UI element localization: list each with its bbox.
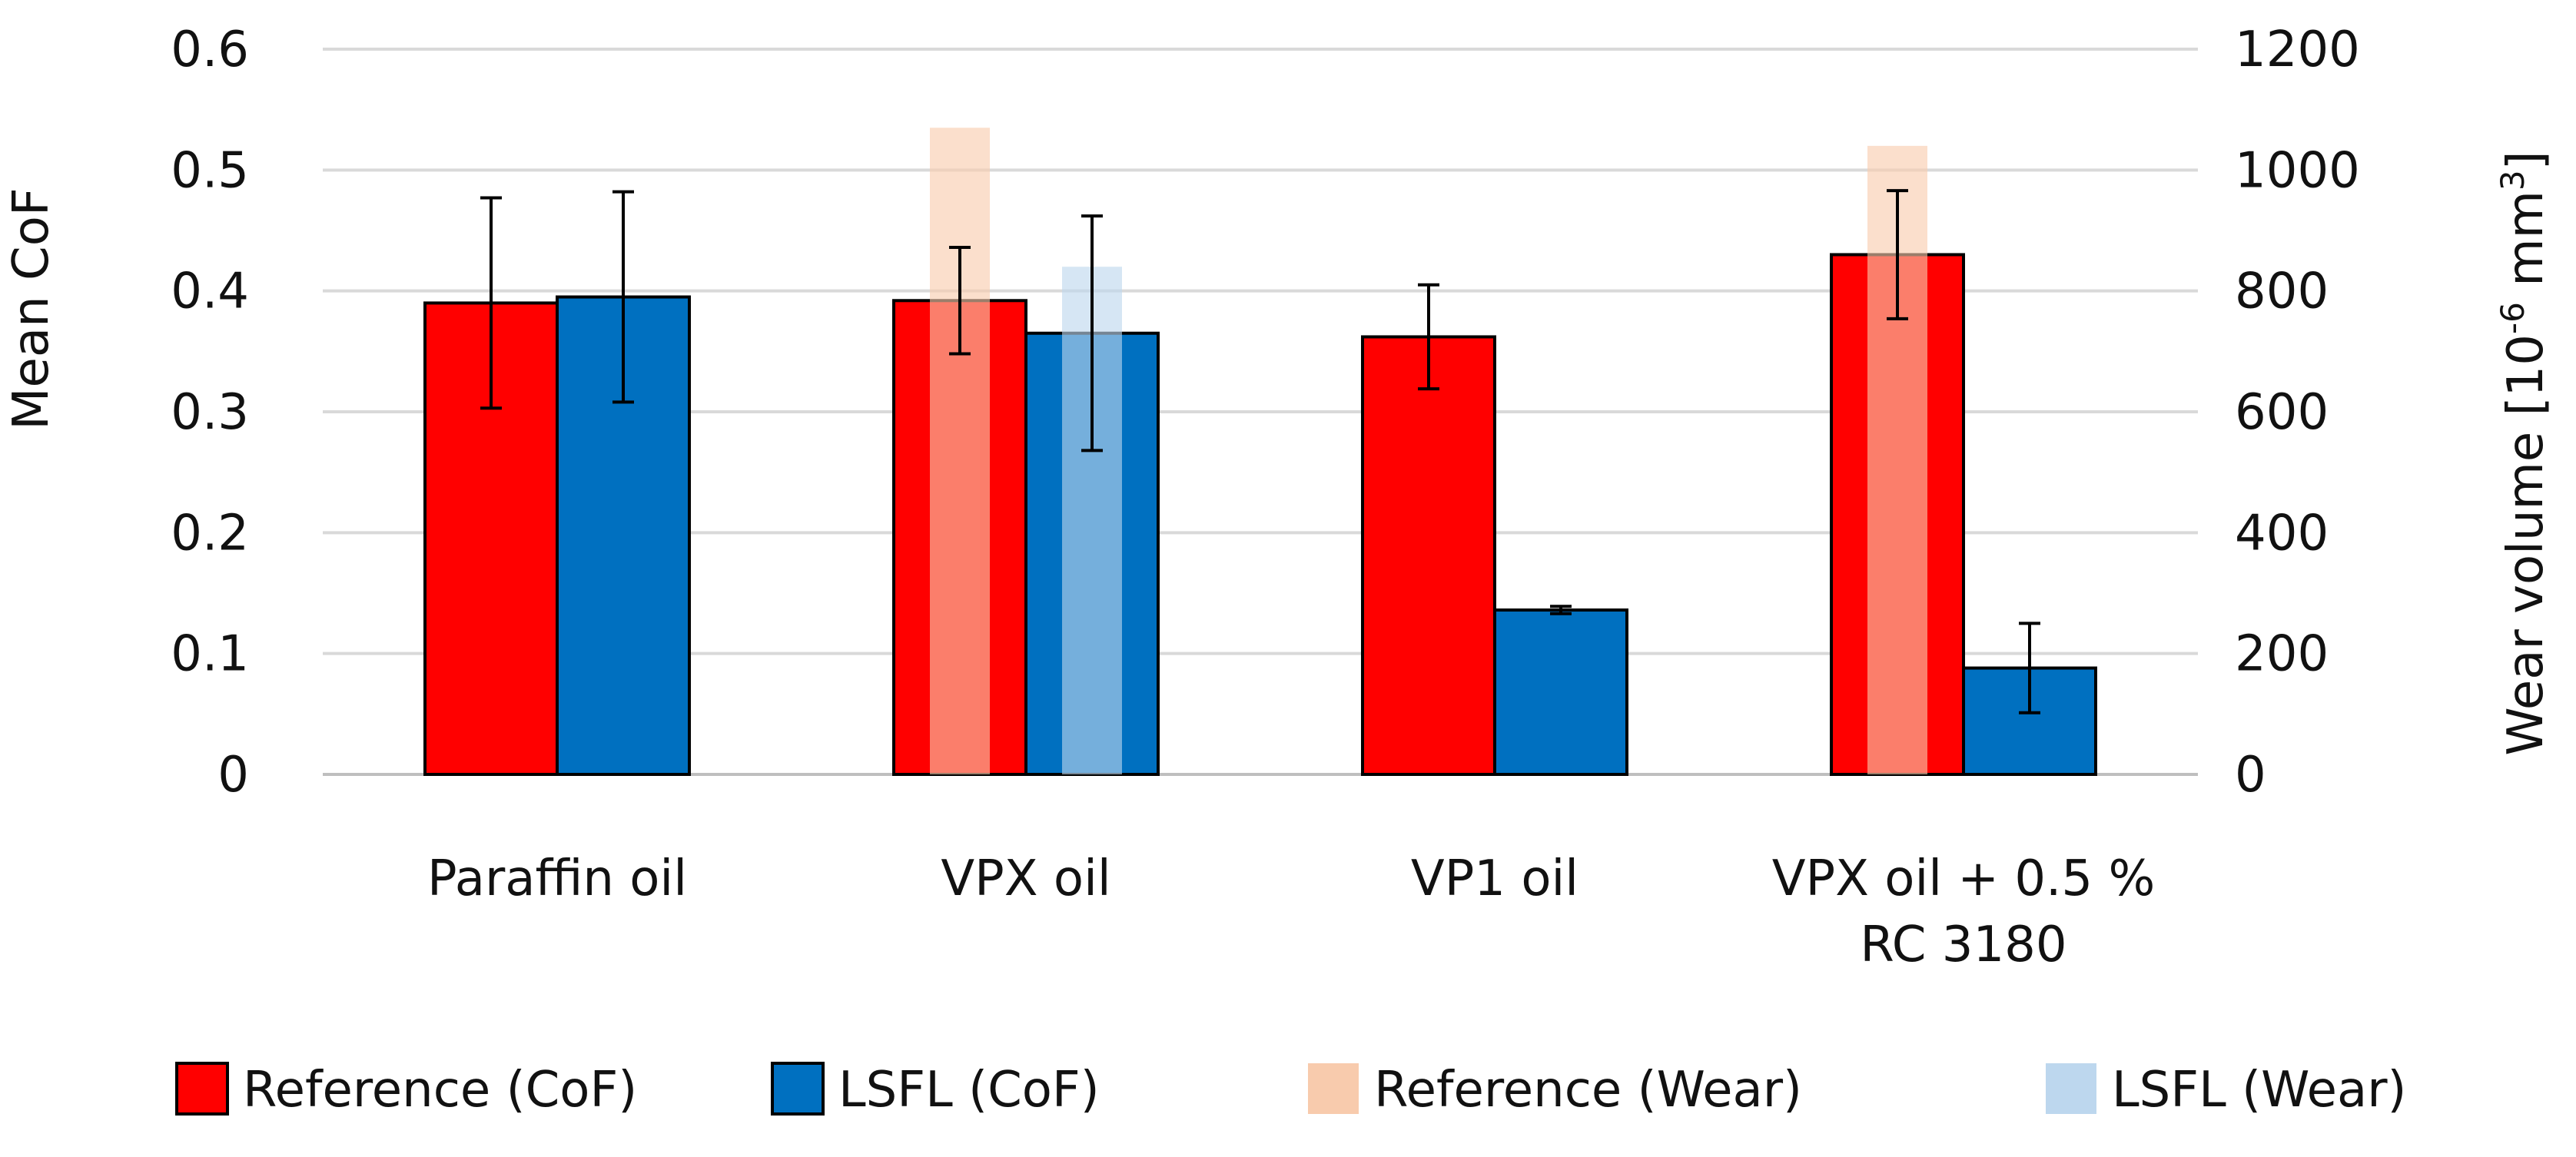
legend-label: LSFL (CoF) [838,1062,1100,1119]
axes: 0 0.1 0.2 0.3 0.4 0.5 0.6 0 200 400 600 800 1000 1200… [171,22,2360,973]
bar-reference-cof [1361,335,1496,777]
y-right-tick-label: 1200 [2235,22,2360,78]
y-right-tick-label: 600 [2235,384,2329,441]
y-right-tick-label: 0 [2235,747,2266,804]
y-right-tick-label: 200 [2235,626,2329,683]
bars [423,253,2097,777]
y-right-tick-label: 800 [2235,264,2329,320]
legend-label: LSFL (Wear) [2112,1062,2406,1119]
x-category-label: VPX oil + 0.5 % RC 3180 [1772,850,2156,973]
overlay-reference-wear [930,128,990,774]
y-axis-left-label: Mean CoF [3,187,60,429]
y-axis-right-label-prefix: Wear volume [10 [2498,334,2554,756]
y-axis-right-label-exponent: -6 [2494,302,2531,334]
y-left-tick-label: 0.2 [171,505,249,562]
legend: Reference (CoF) LSFL (CoF) Reference (Wear… [175,1062,2406,1119]
x-category-label: VPX oil [941,850,1110,907]
y-axis-right-label: Wear volume [10-6 mm3] [2494,151,2554,755]
legend-swatch [771,1062,825,1116]
legend-swatch [175,1062,229,1116]
wear-overlays [930,128,1927,774]
y-left-tick-label: 0 [217,747,249,804]
x-category-label: VP1 oil [1411,850,1578,907]
y-left-tick-label: 0.4 [171,264,249,320]
y-left-tick-label: 0.1 [171,626,249,683]
legend-swatch [1308,1063,1359,1114]
bar-lsfl-cof [1493,608,1628,776]
x-category-label-line: Paraffin oil [427,850,687,907]
y-left-tick-label: 0.5 [171,142,249,199]
x-category-label-line: VP1 oil [1411,850,1578,907]
legend-swatch [2046,1063,2096,1114]
y-axis-right-label-unit: mm [2498,191,2554,302]
y-axis-right-label-suffix: ] [2498,151,2554,170]
error-bars [480,189,2040,714]
y-right-tick-label: 400 [2235,505,2329,562]
x-category-label-line: RC 3180 [1860,917,2066,973]
x-category-label-line: VPX oil + 0.5 % [1772,850,2156,907]
x-category-label: Paraffin oil [427,850,687,907]
y-right-tick-label: 1000 [2235,142,2360,199]
legend-label: Reference (Wear) [1374,1062,1802,1119]
y-axis-right-label-unit-exponent: 3 [2494,170,2531,191]
x-category-label-line: VPX oil [941,850,1110,907]
legend-label: Reference (CoF) [243,1062,637,1119]
y-left-tick-label: 0.3 [171,384,249,441]
y-left-tick-label: 0.6 [171,22,249,78]
